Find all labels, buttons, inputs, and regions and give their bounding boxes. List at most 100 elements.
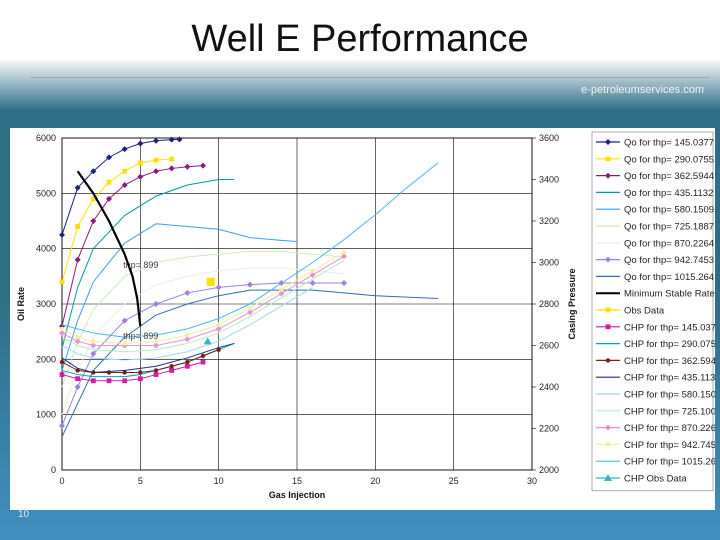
data-point: [200, 353, 206, 359]
data-point: [137, 173, 144, 180]
data-point: [203, 337, 212, 345]
series-line: [76, 170, 142, 327]
legend-entry: CHP for thp= 942.745: [624, 440, 715, 451]
data-point: [106, 378, 112, 384]
series-18: [59, 249, 347, 346]
data-point: [74, 338, 81, 345]
legend-entry: Qo for thp= 725.1887: [624, 222, 714, 233]
data-point: [75, 335, 80, 340]
labels: 0 5 10 15 20 25 30 0 1000 2000 3000 4000 5000 6000 200…: [16, 133, 577, 500]
data-point: [605, 424, 611, 431]
x-tick-label: 20: [370, 476, 380, 486]
data-point: [122, 341, 127, 346]
data-point: [106, 179, 112, 185]
y-tick-label: 0: [51, 465, 56, 475]
data-point: [106, 195, 112, 202]
data-point: [184, 336, 191, 343]
data-point: [75, 224, 81, 229]
series-4: [61, 223, 298, 371]
data-point: [122, 168, 128, 174]
y2-tick-label: 2400: [539, 382, 559, 392]
data-point: [59, 372, 65, 377]
y-tick-label: 1000: [36, 410, 56, 420]
data-point: [106, 154, 112, 161]
data-point: [121, 146, 128, 153]
data-point: [121, 182, 128, 189]
data-point: [59, 330, 65, 337]
series-20: [203, 337, 212, 345]
data-point: [216, 322, 221, 327]
data-point: [310, 268, 315, 273]
data-point: [75, 376, 81, 382]
x-tick-label: 25: [449, 476, 459, 486]
data-point: [341, 249, 347, 255]
data-point: [75, 368, 80, 373]
data-point: [169, 364, 174, 369]
slide-title: Well E Performance: [191, 18, 529, 60]
data-point: [153, 368, 159, 373]
legend-entry: Qo for thp= 1015.264: [624, 272, 714, 283]
series-line: [61, 162, 439, 338]
series-line: [61, 286, 313, 361]
data-point: [605, 358, 611, 363]
annotation-label: thp= 899: [123, 260, 158, 270]
legend-box: [591, 131, 714, 492]
data-point: [168, 165, 175, 172]
y-tick-label: 3000: [36, 299, 56, 309]
legend-entry: CHP for thp= 145.037: [624, 322, 715, 333]
title-divider: [30, 77, 710, 78]
legend-entry: Qo for thp= 580.1509: [624, 205, 714, 216]
legend-entry: CHP for thp= 1015.26: [624, 457, 715, 468]
website-label: e-petroleumservices.com: [581, 84, 704, 96]
data-point: [153, 137, 159, 144]
data-point: [59, 231, 65, 238]
data-point: [200, 359, 206, 365]
y2-axis-title: Casing Pressure: [567, 268, 577, 339]
data-point: [153, 342, 159, 349]
data-point: [309, 271, 316, 278]
data-point: [309, 279, 316, 286]
data-point: [122, 370, 127, 375]
series-19: [61, 162, 439, 338]
data-point: [137, 160, 143, 166]
data-point: [90, 350, 97, 357]
data-point: [605, 139, 611, 145]
legend-entry: Qo for thp= 870.2264: [624, 238, 714, 249]
data-point: [200, 162, 206, 169]
series-0: [59, 136, 183, 238]
axes: [532, 137, 536, 471]
series-line: [61, 165, 204, 327]
data-point: [137, 140, 144, 147]
data-point: [59, 326, 65, 332]
series-17: [59, 253, 347, 349]
y2-tick-label: 2600: [539, 341, 559, 351]
series-15: [61, 286, 313, 361]
data-point: [341, 279, 347, 286]
data-point: [153, 339, 159, 344]
legend-entry: Qo for thp= 362.5944: [624, 171, 714, 182]
y2-tick-label: 3000: [539, 258, 559, 268]
series-line: [61, 223, 298, 371]
data-point: [185, 359, 190, 365]
y-axis-title: Oil Rate: [16, 287, 26, 321]
series-5: [61, 250, 345, 388]
y2-tick-label: 2200: [539, 424, 559, 434]
data-point: [59, 279, 65, 285]
data-point: [605, 307, 611, 313]
data-point: [90, 196, 96, 202]
y2-tick-label: 2800: [539, 299, 559, 309]
data-point: [279, 287, 284, 292]
data-point: [90, 218, 97, 224]
series-line: [61, 250, 345, 388]
legend-entry: CHP for thp= 870.226: [624, 423, 715, 434]
y2-tick-label: 3400: [539, 175, 559, 185]
data-point: [138, 370, 143, 375]
data-point: [153, 157, 159, 163]
series-1: [59, 156, 175, 285]
series-14: [61, 342, 235, 373]
series-line: [61, 158, 172, 283]
series-group: [59, 136, 439, 438]
legend: Qo for thp= 145.0377 Qo for thp= 290.0755…: [591, 131, 715, 492]
data-point: [153, 168, 159, 175]
series-line: [61, 179, 235, 349]
